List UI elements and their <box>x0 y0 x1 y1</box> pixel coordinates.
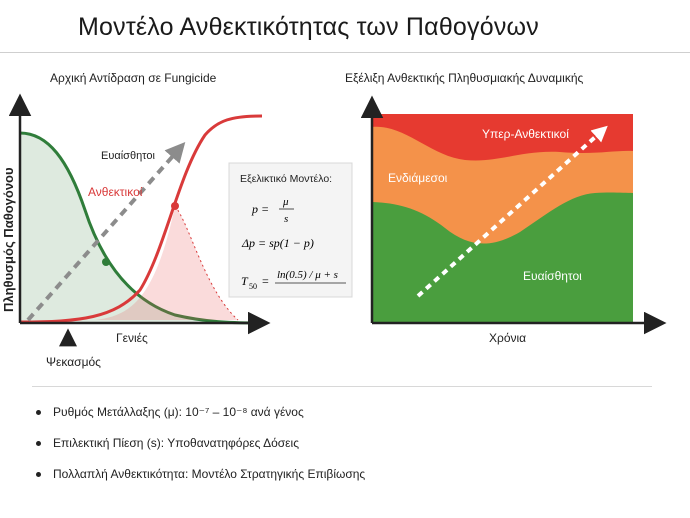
right-panel-title: Εξέλιξη Ανθεκτικής Πληθυσμιακής Δυναμική… <box>345 71 584 85</box>
band-top-label: Υπερ-Ανθεκτικοί <box>482 127 569 141</box>
resistant-area <box>95 206 238 320</box>
eq3-subscript: 50 <box>249 282 257 291</box>
note-mutation-rate: Ρυθμός Μετάλλαξης (μ): 10⁻⁷ – 10⁻⁸ ανά γ… <box>36 404 365 435</box>
eq3-lhs: T <box>241 274 249 288</box>
eq3-equals: = <box>262 274 269 288</box>
band-mid-label: Ενδιάμεσοι <box>388 171 448 185</box>
diagram-canvas: Αρχική Αντίδραση σε Fungicide Πληθυσμός … <box>1 71 667 369</box>
page-title: Μοντέλο Ανθεκτικότητας των Παθογόνων <box>78 13 539 41</box>
title-divider <box>0 52 690 53</box>
note-selection-pressure: Επιλεκτική Πίεση (s): Υποθανατηφόρες Δόσ… <box>36 435 365 466</box>
left-x-axis-label: Γενιές <box>116 331 148 345</box>
trend-arrow <box>26 142 186 322</box>
resistant-curve <box>19 114 263 324</box>
eq1-lhs: p = <box>251 202 269 216</box>
right-x-axis-label: Χρόνια <box>489 331 526 345</box>
eq3-numerator: ln(0.5) / μ + s <box>277 269 338 281</box>
note-multi-resistance: Πολλαπλή Ανθεκτικότητα: Μοντέλο Στρατηγι… <box>36 466 365 497</box>
eq1-numerator: μ <box>282 196 289 208</box>
right-chart: Εξέλιξη Ανθεκτικής Πληθυσμιακής Δυναμική… <box>345 71 667 345</box>
eq1-denominator: s <box>284 213 288 225</box>
model-box-title: Εξελικτικό Μοντέλο: <box>240 173 332 185</box>
crossover-point <box>102 258 110 266</box>
left-y-axis-label: Πληθυσμός Παθογόνου <box>1 167 16 312</box>
notes-list: Ρυθμός Μετάλλαξης (μ): 10⁻⁷ – 10⁻⁸ ανά γ… <box>36 404 365 497</box>
left-chart: Αρχική Αντίδραση σε Fungicide Πληθυσμός … <box>1 71 271 369</box>
spray-label: Ψεκασμός <box>46 355 101 369</box>
left-panel-title: Αρχική Αντίδραση σε Fungicide <box>50 71 217 85</box>
resistant-label: Ανθεκτικοί <box>88 185 143 199</box>
susceptible-curve <box>19 131 263 325</box>
eq2: Δp = sp(1 − p) <box>241 236 314 250</box>
band-low-label: Ευαίσθητοι <box>523 269 582 283</box>
model-box-frame <box>228 162 353 298</box>
section-divider <box>32 386 652 387</box>
resistant-peak-point <box>171 202 179 210</box>
title-band: Μοντέλο Ανθεκτικότητας των Παθογόνων <box>0 0 690 52</box>
susceptible-area <box>20 133 262 323</box>
resistant-area-edge <box>174 205 239 321</box>
model-box: Εξελικτικό Μοντέλο: p = μ s Δp = sp(1 − … <box>228 162 353 298</box>
susceptible-label: Ευαίσθητοι <box>101 150 155 162</box>
evolution-arrow <box>416 125 608 298</box>
band-susceptible <box>372 192 633 323</box>
